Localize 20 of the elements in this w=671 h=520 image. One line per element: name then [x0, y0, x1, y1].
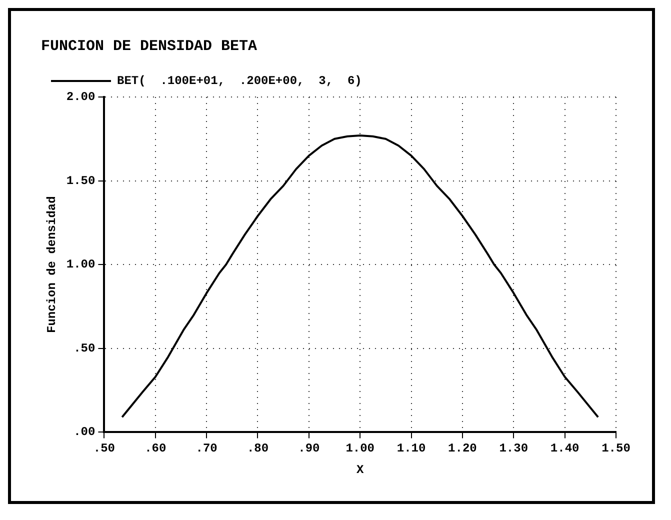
y-tick-label: 1.50 — [66, 174, 96, 188]
x-tick-label: .70 — [196, 441, 218, 456]
x-tick-label: .60 — [144, 441, 166, 456]
y-tick-label: .50 — [74, 341, 96, 356]
y-tick-label: 1.00 — [66, 258, 96, 272]
x-tick-label: 1.20 — [448, 441, 477, 456]
x-tick-label: 1.40 — [550, 441, 580, 456]
y-axis-title: Funcion de densidad — [45, 196, 60, 334]
chart-title: FUNCION DE DENSIDAD BETA — [41, 38, 258, 55]
x-tick-label: .80 — [246, 441, 269, 456]
x-tick-label: 1.30 — [499, 441, 528, 456]
x-axis-title: X — [356, 462, 364, 477]
legend-label: BET( .100E+01, .200E+00, 3, 6) — [117, 74, 362, 88]
y-tick-label: .00 — [74, 425, 96, 440]
x-tick-label: 1.00 — [346, 441, 375, 456]
x-tick-label: 1.10 — [396, 441, 426, 456]
x-tick-label: .50 — [93, 441, 116, 456]
y-tick-label: 2.00 — [66, 90, 96, 104]
x-tick-label: .90 — [298, 441, 320, 456]
x-tick-label: 1.50 — [602, 441, 630, 456]
